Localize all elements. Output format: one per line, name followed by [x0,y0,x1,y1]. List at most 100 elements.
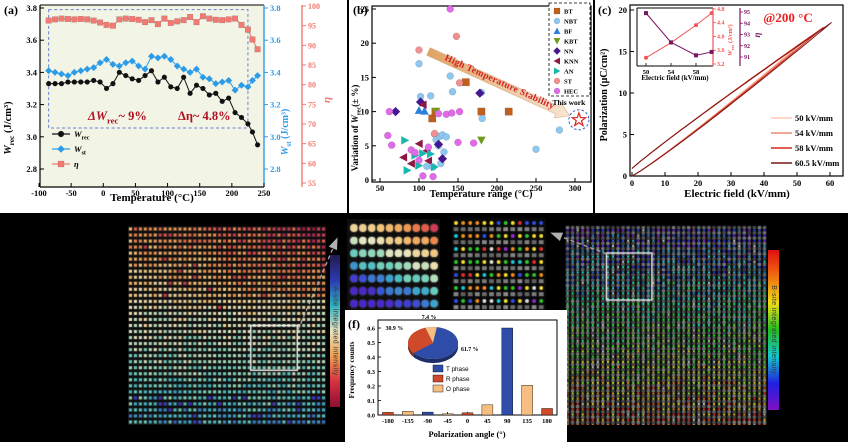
svg-text:0.5: 0.5 [367,340,375,347]
svg-text:30: 30 [727,178,736,188]
svg-text:50 kV/mm: 50 kV/mm [795,113,833,123]
svg-text:50: 50 [376,183,385,193]
svg-text:0.1: 0.1 [367,398,375,405]
svg-text:50: 50 [793,178,802,188]
panel-a-energy-storage-stability-chart: -100 -50 0 50 100 150 200 250 2.8 3.0 3.2 3.4 3.6 3.8… [0,0,347,213]
svg-text:(a): (a) [4,3,18,17]
svg-text:4.4: 4.4 [717,21,725,27]
svg-text:85: 85 [308,61,316,70]
svg-text:90: 90 [504,418,511,425]
svg-text:R phase: R phase [446,376,470,383]
b-site-colorbar-label: B-site integrated intensity [770,285,777,375]
svg-text:This work: This work [553,98,587,107]
svg-text:Polarization angle (°): Polarization angle (°) [428,429,505,439]
svg-text:ST: ST [564,79,573,86]
svg-text:95: 95 [744,10,750,16]
svg-text:BF: BF [564,29,572,36]
svg-text:200: 200 [225,188,238,198]
svg-text:-45: -45 [443,418,452,425]
svg-text:KNN: KNN [564,59,579,66]
svg-text:58: 58 [693,69,700,76]
svg-text:(b): (b) [353,3,368,17]
svg-text:0: 0 [365,175,369,185]
svg-text:180: 180 [542,418,552,425]
svg-text:10: 10 [661,178,670,188]
svg-text:65: 65 [308,140,316,149]
svg-text:3.0: 3.0 [26,132,37,142]
svg-text:Wst (J/cm³): Wst (J/cm³) [280,109,293,156]
svg-text:90: 90 [308,41,316,50]
svg-text:3.8: 3.8 [26,3,37,13]
svg-text:3.2: 3.2 [717,62,725,68]
svg-text:Wrec (J/cm³): Wrec (J/cm³) [3,101,16,155]
svg-text:60: 60 [308,159,316,168]
svg-text:54 kV/mm: 54 kV/mm [795,128,833,138]
svg-text:Wrec (J/cm³): Wrec (J/cm³) [727,24,735,55]
svg-text:150: 150 [452,183,465,193]
svg-text:15: 15 [619,47,628,57]
svg-text:-90: -90 [423,418,432,425]
a-site-zoom-inset-image [347,219,440,312]
svg-text:Temperature range (°C): Temperature range (°C) [430,189,533,200]
svg-text:80: 80 [308,81,316,90]
b-site-colorbar: B-site integrated intensity [768,250,779,410]
svg-text:150: 150 [193,188,206,198]
svg-text:η: η [321,97,333,103]
svg-text:75: 75 [308,100,316,109]
svg-text:0.4: 0.4 [367,355,375,362]
svg-text:4.8: 4.8 [717,7,725,13]
svg-text:-50: -50 [65,188,76,198]
svg-text:20: 20 [361,38,370,48]
svg-text:Wst: Wst [74,144,86,156]
svg-text:93: 93 [744,33,750,39]
svg-text:0: 0 [630,178,634,188]
svg-text:54: 54 [668,69,675,76]
svg-text:@200 °C: @200 °C [763,10,812,25]
a-site-intensity-map-image [128,226,326,425]
svg-text:60: 60 [826,178,835,188]
svg-text:61.7 %: 61.7 % [461,347,479,353]
svg-text:10: 10 [361,107,370,117]
svg-text:Frequency counts: Frequency counts [347,342,356,399]
svg-text:Electric field (kV/mm): Electric field (kV/mm) [684,188,790,200]
svg-text:O phase: O phase [446,386,470,393]
svg-text:60.5 kV/mm: 60.5 kV/mm [795,158,839,168]
svg-text:58 kV/mm: 58 kV/mm [795,143,833,153]
svg-text:T phase: T phase [446,366,469,373]
svg-text:50: 50 [643,69,650,76]
svg-text:HEC: HEC [564,89,578,96]
svg-text:55: 55 [308,179,316,188]
svg-text:40: 40 [760,178,769,188]
svg-text:15: 15 [361,72,370,82]
svg-text:AN: AN [564,69,574,76]
svg-text:250: 250 [258,188,271,198]
svg-text:20: 20 [619,5,628,15]
svg-text:ΔWrec~ 9%: ΔWrec~ 9% [87,109,147,126]
svg-text:3.0: 3.0 [270,132,281,142]
svg-text:0: 0 [101,188,105,198]
svg-text:0: 0 [623,171,627,181]
svg-text:0.3: 0.3 [367,369,375,376]
a-site-colorbar: A-site integrated intensity [330,255,340,407]
b-site-intensity-map-image [565,225,767,425]
svg-text:3.2: 3.2 [270,100,281,110]
svg-text:45: 45 [484,418,491,425]
svg-text:92: 92 [744,44,750,50]
svg-text:2.8: 2.8 [270,164,281,174]
svg-text:3.4: 3.4 [270,67,281,77]
svg-text:50: 50 [131,188,140,198]
svg-text:NBT: NBT [564,19,578,26]
svg-text:3.4: 3.4 [26,67,37,77]
svg-text:20: 20 [694,178,703,188]
svg-text:135: 135 [522,418,533,425]
svg-text:95: 95 [308,22,316,31]
svg-text:10: 10 [619,88,628,98]
a-site-colorbar-label: A-site integrated intensity [331,286,339,376]
svg-text:100: 100 [161,188,174,198]
svg-text:5: 5 [365,141,369,151]
svg-text:7.4 %: 7.4 % [422,315,437,321]
svg-text:30.9 %: 30.9 % [386,326,404,332]
svg-text:3.6: 3.6 [26,35,37,45]
svg-text:0: 0 [466,418,469,425]
